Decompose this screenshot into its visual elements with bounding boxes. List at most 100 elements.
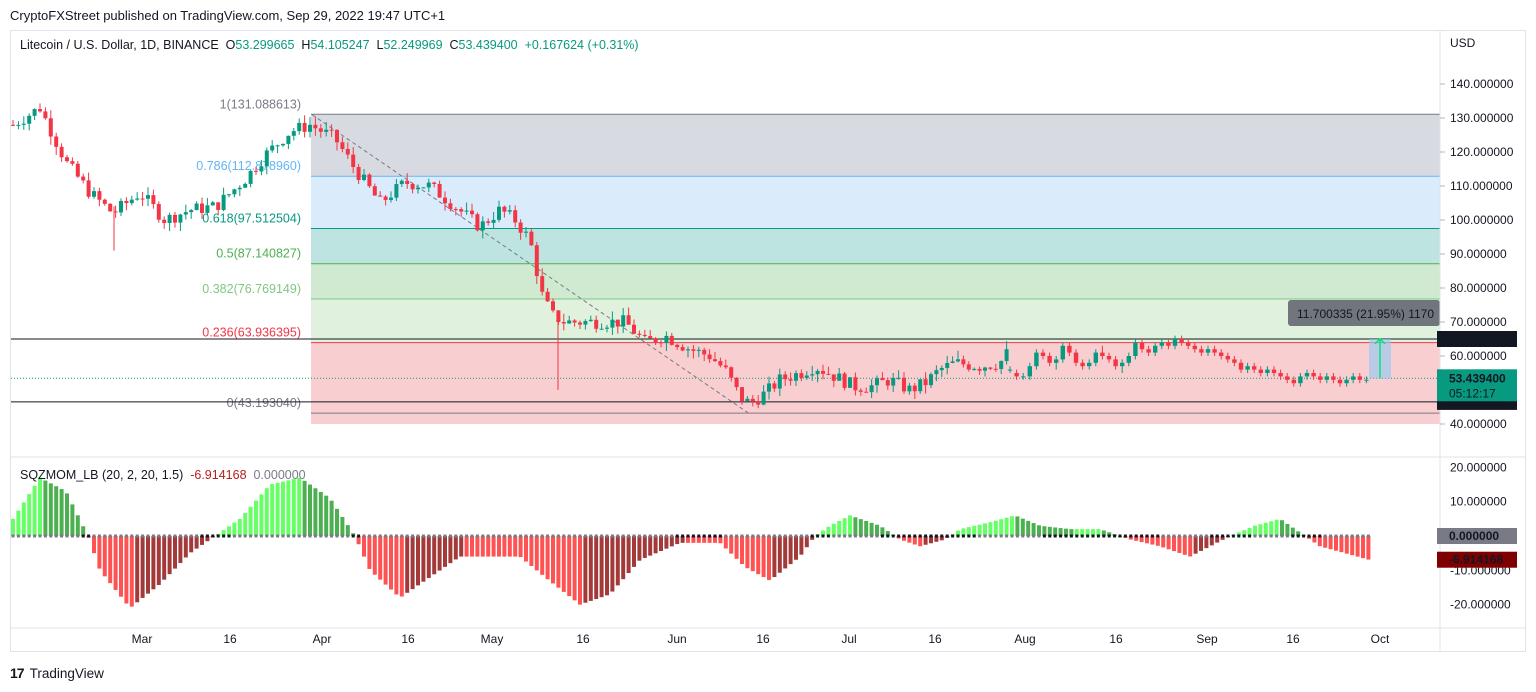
momentum-bar: [345, 525, 350, 536]
candle-body: [524, 231, 528, 233]
candle-body: [497, 206, 501, 220]
candle-body: [810, 374, 815, 376]
momentum-bar: [1247, 527, 1252, 536]
candle-body: [1073, 352, 1079, 363]
squeeze-dot: [745, 534, 749, 538]
candle-body: [945, 362, 950, 368]
candle-body: [934, 370, 939, 375]
momentum-bar: [1069, 529, 1074, 536]
squeeze-dot: [880, 534, 884, 538]
momentum-bar: [443, 536, 447, 567]
squeeze-dot: [724, 534, 728, 538]
momentum-bar: [308, 484, 312, 536]
candle-body: [848, 377, 852, 388]
momentum-bar: [993, 520, 998, 536]
momentum-bar: [1031, 523, 1036, 536]
momentum-bar: [1215, 536, 1220, 543]
squeeze-dot: [740, 534, 744, 538]
squeeze-dot: [384, 534, 388, 538]
squeeze-dot: [1005, 534, 1009, 538]
candle-body: [1159, 342, 1164, 346]
squeeze-dot: [405, 534, 409, 538]
candle-body: [783, 374, 788, 380]
momentum-bar: [1258, 524, 1263, 536]
candle-body: [1337, 379, 1343, 384]
squeeze-dot: [1032, 534, 1036, 538]
candle-body: [632, 324, 636, 334]
squeeze-dot: [124, 534, 128, 538]
candle-body: [259, 166, 264, 172]
candle-body: [75, 163, 80, 177]
candle-body: [313, 124, 318, 129]
fib-level-label: 0.618(97.512504): [202, 211, 301, 225]
candle-body: [686, 349, 690, 351]
squeeze-dot: [1350, 534, 1354, 538]
momentum-bar: [1037, 525, 1041, 536]
momentum-bar: [875, 524, 879, 536]
momentum-bar: [799, 536, 804, 555]
momentum-bar: [183, 536, 188, 558]
candle-body: [912, 385, 917, 392]
momentum-bar: [669, 536, 674, 547]
squeeze-dot: [578, 534, 582, 538]
tradingview-brand[interactable]: 17 TradingView: [10, 665, 104, 681]
momentum-bar: [502, 536, 507, 557]
squeeze-dot: [670, 534, 674, 538]
measure-label-box: [1288, 300, 1440, 326]
candle-body: [416, 187, 420, 190]
squeeze-dot: [157, 534, 161, 538]
candle-body: [1004, 349, 1009, 362]
candle-body: [86, 180, 91, 197]
squeeze-dot: [897, 534, 901, 538]
candle-body: [135, 198, 140, 200]
candle-body: [1311, 373, 1316, 377]
momentum-bar: [1080, 529, 1085, 536]
squeeze-dot: [799, 534, 803, 538]
squeeze-dot: [1307, 534, 1311, 538]
indicator-value: -6.914168: [190, 468, 247, 482]
squeeze-dot: [967, 534, 971, 538]
indicator-value-tag-bg: [1437, 551, 1517, 568]
squeeze-dot: [562, 534, 566, 538]
momentum-bar: [929, 536, 933, 544]
momentum-bar: [1344, 536, 1349, 554]
price-axis-label: 90.000000: [1450, 247, 1507, 261]
momentum-bar: [1188, 536, 1193, 557]
symbol-name: Litecoin / U.S. Dollar, 1D, BINANCE: [20, 38, 219, 52]
momentum-bar: [524, 536, 528, 562]
candle-body: [16, 124, 21, 126]
squeeze-dot: [924, 534, 928, 538]
momentum-bar: [92, 536, 96, 554]
squeeze-dot: [637, 534, 641, 538]
candle-body: [167, 214, 172, 224]
candle-body: [966, 364, 971, 370]
candle-body: [561, 322, 566, 324]
squeeze-dot: [475, 534, 479, 538]
measure-arrow-head: [1374, 337, 1386, 345]
momentum-bar: [221, 530, 226, 536]
momentum-bar: [48, 483, 53, 536]
time-axis-label: 16: [1109, 632, 1123, 646]
candle-body: [59, 146, 64, 158]
candle-body: [502, 206, 507, 212]
candle-body: [1146, 349, 1151, 353]
momentum-bar: [324, 495, 329, 536]
candle-body: [1087, 362, 1092, 367]
candle-body: [65, 157, 69, 162]
time-axis-label: 16: [223, 632, 237, 646]
momentum-bar: [405, 536, 410, 593]
candle-body: [702, 349, 707, 355]
momentum-bar: [983, 523, 987, 536]
momentum-bar: [113, 536, 118, 590]
currency-label: USD: [1450, 36, 1476, 50]
momentum-bar: [1296, 531, 1301, 536]
candle-body: [480, 221, 485, 231]
candle-body: [826, 373, 831, 375]
candle-body: [48, 118, 53, 137]
squeeze-dot: [87, 534, 91, 538]
squeeze-dot: [751, 534, 755, 538]
squeeze-dot: [1345, 534, 1349, 538]
momentum-bar: [572, 536, 577, 601]
candle-body: [1153, 345, 1158, 353]
